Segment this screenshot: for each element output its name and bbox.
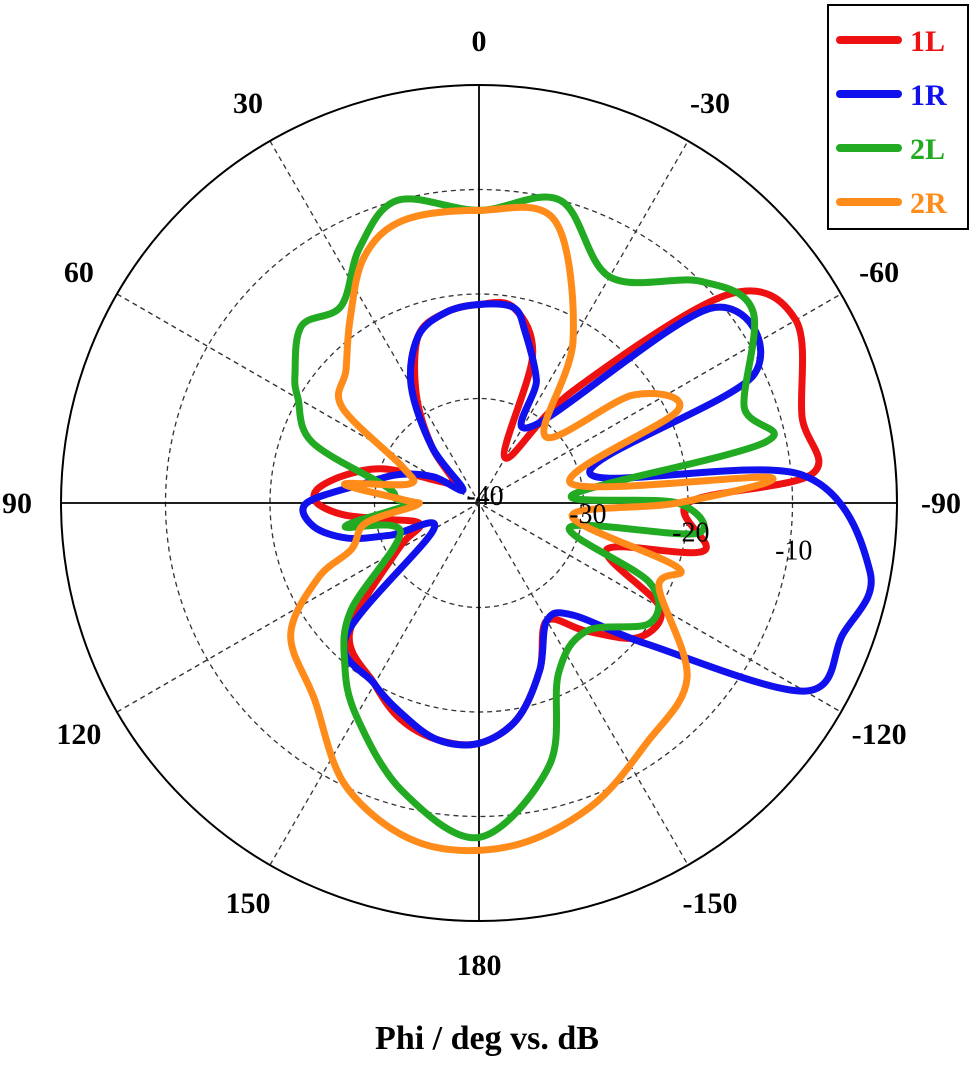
angle-tick-label: -60 [859, 256, 899, 289]
plot-series [287, 193, 875, 855]
angle-tick-label: 180 [457, 949, 502, 982]
radial-tick-label: -10 [775, 535, 812, 566]
x-axis-label: Phi / deg vs. dB [375, 1020, 599, 1057]
angle-tick-label: 30 [233, 87, 263, 120]
angle-tick-label: -150 [683, 887, 738, 920]
radial-tick-label: -30 [569, 499, 606, 530]
legend-label: 2L [910, 133, 945, 166]
series-line-2L [291, 193, 778, 842]
angle-tick-label: 60 [64, 256, 94, 289]
angle-tick-label: 0 [472, 25, 487, 58]
angle-tick-label: -90 [921, 487, 961, 520]
legend: 1L 1R 2L 2R [827, 4, 969, 230]
radial-tick-label: -20 [672, 517, 709, 548]
legend-label: 2R [910, 187, 947, 220]
grid-spoke [269, 140, 689, 866]
angle-tick-label: 90 [2, 487, 32, 520]
outer-circle [60, 84, 898, 922]
angle-tick-label: -30 [690, 87, 730, 120]
angle-tick-label: -120 [852, 718, 907, 751]
angle-tick-label: 120 [56, 718, 101, 751]
legend-label: 1R [910, 79, 947, 112]
legend-label: 1L [910, 25, 945, 58]
polar-grid [60, 84, 898, 922]
angle-tick-label: 150 [226, 887, 271, 920]
radial-tick-label: -40 [466, 481, 503, 512]
polar-chart: 0 30 60 90 120 150 180 -150 -120 -90 -60 -30 -40 -30 -… [2, 4, 969, 982]
series-line-2R [287, 203, 777, 855]
tick-labels: 0 30 60 90 120 150 180 -150 -120 -90 -60 -30 -40 -30 -… [2, 25, 961, 982]
